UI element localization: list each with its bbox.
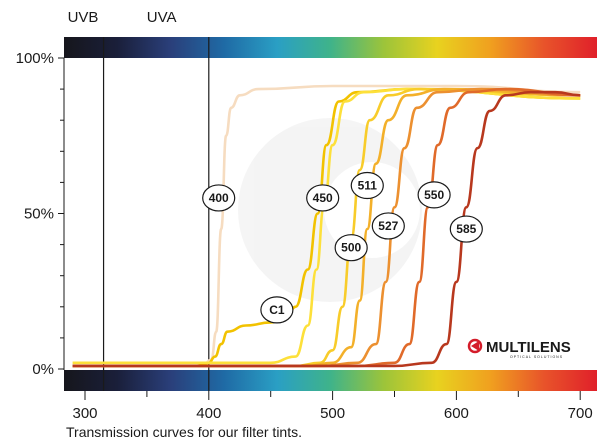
svg-text:400: 400 xyxy=(209,191,229,205)
curve-label-c1: C1 xyxy=(260,296,294,324)
y-tick-label: 50% xyxy=(24,206,54,223)
multilens-logo: MULTILENS OPTICAL SOLUTIONS xyxy=(467,338,571,359)
curve-label-450: 450 xyxy=(306,184,340,212)
curve-label-585: 585 xyxy=(449,215,483,243)
top-spectrum-bar xyxy=(64,37,597,58)
curve-450 xyxy=(72,87,581,365)
y-axis: 100% 50% 0% xyxy=(16,50,64,378)
bottom-spectrum-bar xyxy=(64,370,597,391)
x-axis: 300 400 500 600 700 xyxy=(72,391,593,422)
svg-text:450: 450 xyxy=(313,191,333,205)
transmission-curves xyxy=(72,84,581,368)
svg-text:500: 500 xyxy=(341,241,361,255)
curve-585 xyxy=(72,90,581,368)
band-label-uvb: UVB xyxy=(68,9,99,26)
x-tick-label: 400 xyxy=(196,405,221,422)
logo-mark-icon xyxy=(467,338,483,354)
uv-band-labels: UVB UVA xyxy=(68,9,177,26)
curve-label-511: 511 xyxy=(350,171,384,200)
band-divider-lines xyxy=(102,37,210,391)
svg-text:585: 585 xyxy=(456,222,476,236)
curve-label-527: 527 xyxy=(371,212,405,240)
svg-text:527: 527 xyxy=(378,219,398,233)
curve-labels: 400 C1 450 500 511 527 550 585 xyxy=(202,171,483,324)
x-tick-label: 500 xyxy=(320,405,345,422)
band-label-uva: UVA xyxy=(147,9,177,26)
y-tick-label: 0% xyxy=(32,361,54,378)
curve-label-500: 500 xyxy=(334,234,368,262)
x-tick-label: 700 xyxy=(568,405,593,422)
svg-text:511: 511 xyxy=(358,179,378,193)
svg-text:550: 550 xyxy=(424,188,444,202)
curve-400 xyxy=(72,84,581,368)
logo-tagline: OPTICAL SOLUTIONS xyxy=(510,355,563,359)
x-tick-label: 600 xyxy=(444,405,469,422)
svg-text:C1: C1 xyxy=(269,303,285,317)
logo-brand: MULTILENS xyxy=(486,339,571,356)
chart-caption: Transmission curves for our filter tints… xyxy=(66,424,302,440)
curve-label-400: 400 xyxy=(202,184,236,212)
x-tick-label: 300 xyxy=(72,405,97,422)
curve-label-550: 550 xyxy=(417,181,451,209)
y-tick-label: 100% xyxy=(16,50,54,67)
